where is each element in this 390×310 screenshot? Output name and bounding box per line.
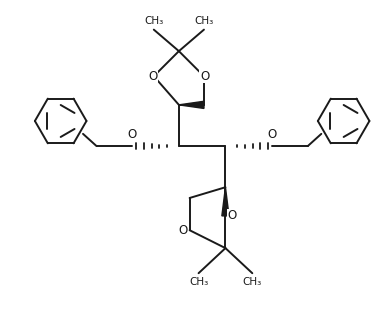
Text: CH₃: CH₃ [243,277,262,287]
Polygon shape [179,101,204,108]
Text: CH₃: CH₃ [189,277,208,287]
Text: O: O [179,224,188,237]
Text: O: O [149,70,158,83]
Text: CH₃: CH₃ [144,16,163,26]
Text: O: O [227,209,236,222]
Text: CH₃: CH₃ [194,16,214,26]
Text: O: O [268,128,277,141]
Text: O: O [200,70,209,83]
Polygon shape [222,187,229,216]
Text: O: O [128,128,137,141]
